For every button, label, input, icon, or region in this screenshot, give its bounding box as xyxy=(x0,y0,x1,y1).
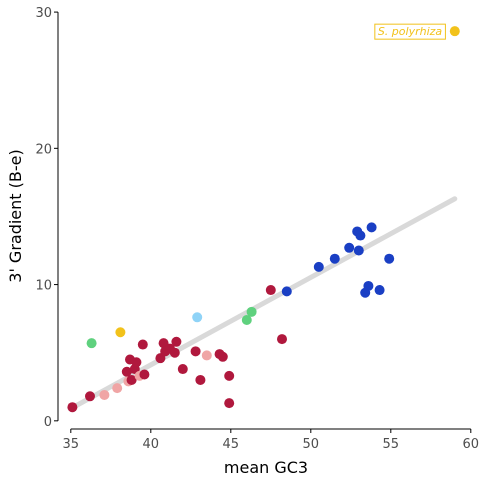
data-point xyxy=(171,336,182,347)
axes: 0 10 20 30 35 40 45 50 55 60 xyxy=(35,6,479,452)
y-tick-label: 20 xyxy=(35,142,52,157)
y-axis-title: 3' Gradient (B-e) xyxy=(6,149,25,282)
data-point xyxy=(355,230,366,241)
data-point xyxy=(224,398,235,409)
data-point xyxy=(366,222,377,233)
data-point xyxy=(86,338,97,349)
data-point xyxy=(374,285,385,296)
data-point xyxy=(246,306,257,317)
annotation-text: S. polyrhiza xyxy=(378,25,443,38)
data-point xyxy=(115,327,126,338)
data-point xyxy=(384,253,395,264)
annotation-box xyxy=(374,23,446,40)
data-point xyxy=(131,357,142,368)
data-point xyxy=(224,370,235,381)
data-point xyxy=(177,364,188,375)
data-point xyxy=(126,374,137,385)
x-tick-label: 35 xyxy=(63,437,80,452)
y-tick-label: 30 xyxy=(35,6,52,21)
data-point xyxy=(344,242,355,253)
x-tick-label: 45 xyxy=(223,437,240,452)
data-point xyxy=(241,315,252,326)
x-tick-label: 55 xyxy=(383,437,400,452)
data-point xyxy=(201,350,212,361)
data-point xyxy=(112,383,123,394)
data-point xyxy=(169,347,180,358)
data-point xyxy=(190,346,201,357)
data-point xyxy=(192,312,203,323)
data-point xyxy=(281,286,292,297)
data-point xyxy=(329,253,340,264)
data-point xyxy=(449,26,460,37)
x-tick-label: 40 xyxy=(143,437,160,452)
data-point xyxy=(353,245,364,256)
data-point xyxy=(313,261,324,272)
x-tick-label: 50 xyxy=(303,437,320,452)
data-points xyxy=(67,26,460,413)
data-point xyxy=(139,369,150,380)
x-axis-title: mean GC3 xyxy=(224,458,308,477)
y-tick-label: 0 xyxy=(44,415,52,430)
data-point xyxy=(217,351,228,362)
data-point xyxy=(121,366,132,377)
data-point xyxy=(99,389,110,400)
data-point xyxy=(363,280,374,291)
y-tick-label: 10 xyxy=(35,279,52,294)
data-point xyxy=(277,334,287,345)
annotation-label: S. polyrhiza xyxy=(374,23,446,40)
x-tick-label: 60 xyxy=(463,437,480,452)
data-point xyxy=(137,339,148,350)
annotations: S. polyrhiza xyxy=(374,23,446,40)
data-point xyxy=(195,374,206,385)
data-point xyxy=(265,285,276,296)
data-point xyxy=(67,402,78,413)
data-point xyxy=(85,391,95,402)
